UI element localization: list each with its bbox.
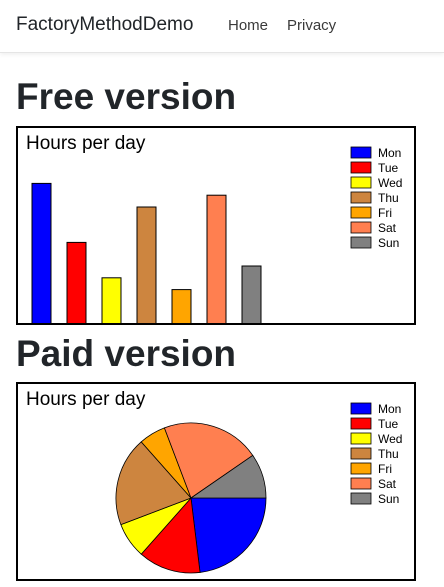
bar-chart-panel: Hours per day Mon Tue Wed Thu Fri Sat Sun <box>16 126 416 325</box>
bar-thu <box>136 206 157 323</box>
pie-slice-thu <box>115 441 192 526</box>
bar-sun <box>241 265 262 323</box>
bar-legend-swatch-tue <box>350 161 372 174</box>
free-version-heading: Free version <box>16 76 237 117</box>
pie-legend-label-tue: Tue <box>378 417 399 431</box>
nav-link-home[interactable]: Home <box>228 17 269 34</box>
pie-slice-sun <box>189 454 267 499</box>
bar-legend-swatch-sun <box>350 236 372 249</box>
pie-legend-swatch-sat <box>350 477 372 490</box>
bar-mon <box>31 182 52 323</box>
pie-chart-panel: Hours per day Mon Tue Wed Thu Fri Sat Sun <box>16 382 416 581</box>
pie-legend-swatch-mon <box>350 402 372 415</box>
pie-slice-mon <box>190 497 267 573</box>
pie-legend-label-mon: Mon <box>378 402 401 416</box>
bar-legend-label-mon: Mon <box>378 146 401 160</box>
bar-sat <box>206 194 227 323</box>
bar-chart-title: Hours per day <box>26 133 146 154</box>
bar-legend-swatch-sat <box>350 221 372 234</box>
pie-slice-sat <box>163 422 254 499</box>
pie-legend-swatch-wed <box>350 432 372 445</box>
bar-tue <box>66 241 87 323</box>
pie-slice-tue <box>140 497 201 574</box>
bar-legend-label-sun: Sun <box>378 236 399 250</box>
bar-legend-label-thu: Thu <box>378 191 399 205</box>
pie-legend-swatch-tue <box>350 417 372 430</box>
bar-legend-label-fri: Fri <box>378 206 392 220</box>
bar-legend-swatch-wed <box>350 176 372 189</box>
bar-legend-label-sat: Sat <box>378 221 397 235</box>
bar-legend-swatch-fri <box>350 206 372 219</box>
pie-legend-swatch-fri <box>350 462 372 475</box>
pie-legend-label-sat: Sat <box>378 477 397 491</box>
navbar: FactoryMethodDemo Home Privacy <box>0 0 444 53</box>
brand-link[interactable]: FactoryMethodDemo <box>16 14 194 35</box>
pie-legend-label-fri: Fri <box>378 462 392 476</box>
nav-link-privacy[interactable]: Privacy <box>287 17 337 34</box>
pie-chart-title: Hours per day <box>26 389 146 410</box>
bar-legend-swatch-mon <box>350 146 372 159</box>
bar-legend-swatch-thu <box>350 191 372 204</box>
pie-legend-swatch-thu <box>350 447 372 460</box>
pie-legend-swatch-sun <box>350 492 372 505</box>
bar-legend-label-tue: Tue <box>378 161 399 175</box>
paid-version-heading: Paid version <box>16 333 237 374</box>
bar-wed <box>101 277 122 323</box>
bar-legend-label-wed: Wed <box>378 176 402 190</box>
pie-legend-label-wed: Wed <box>378 432 402 446</box>
bar-fri <box>171 289 192 323</box>
pie-legend-label-sun: Sun <box>378 492 399 506</box>
pie-legend-label-thu: Thu <box>378 447 399 461</box>
